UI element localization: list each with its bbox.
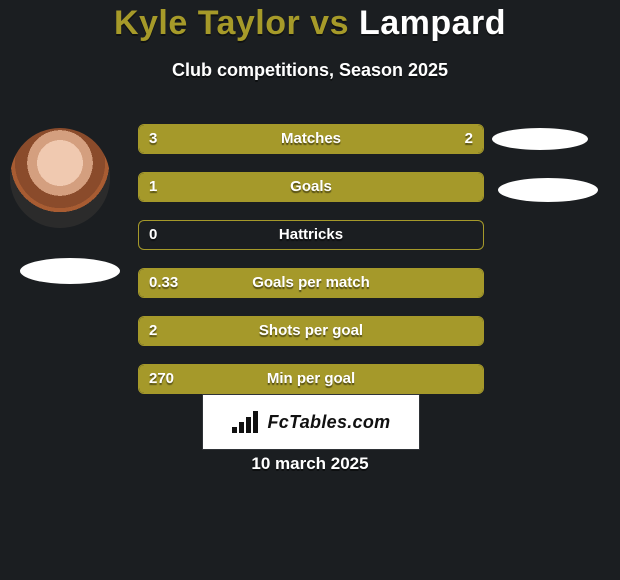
stat-label: Goals [139, 173, 483, 201]
title-player2: Lampard [359, 4, 506, 42]
subtitle: Club competitions, Season 2025 [0, 60, 620, 81]
stat-label: Hattricks [139, 221, 483, 249]
date-label: 10 march 2025 [0, 454, 620, 474]
stats-rows: 32Matches 1Goals 0Hattricks 0.33Goals per m… [138, 124, 482, 412]
player1-avatar [10, 128, 110, 228]
stat-row: 270Min per goal [138, 364, 484, 394]
stat-label: Matches [139, 125, 483, 153]
stat-row: 1Goals [138, 172, 484, 202]
brand-box: FcTables.com [202, 394, 420, 450]
player1-name-plate [20, 258, 120, 284]
player2-name-plate-b [498, 178, 598, 202]
player2-name-plate-a [492, 128, 588, 150]
stat-row: 2Shots per goal [138, 316, 484, 346]
page-title: Kyle Taylor vs Lampard [0, 4, 620, 43]
stat-row: 32Matches [138, 124, 484, 154]
stat-label: Shots per goal [139, 317, 483, 345]
comparison-card: Kyle Taylor vs Lampard Club competitions… [0, 0, 620, 580]
brand-text: FcTables.com [268, 412, 391, 433]
title-vs: vs [310, 4, 349, 42]
bar-chart-icon [232, 411, 260, 433]
stat-label: Min per goal [139, 365, 483, 393]
stat-row: 0Hattricks [138, 220, 484, 250]
title-player1: Kyle Taylor [114, 4, 300, 42]
stat-label: Goals per match [139, 269, 483, 297]
stat-row: 0.33Goals per match [138, 268, 484, 298]
